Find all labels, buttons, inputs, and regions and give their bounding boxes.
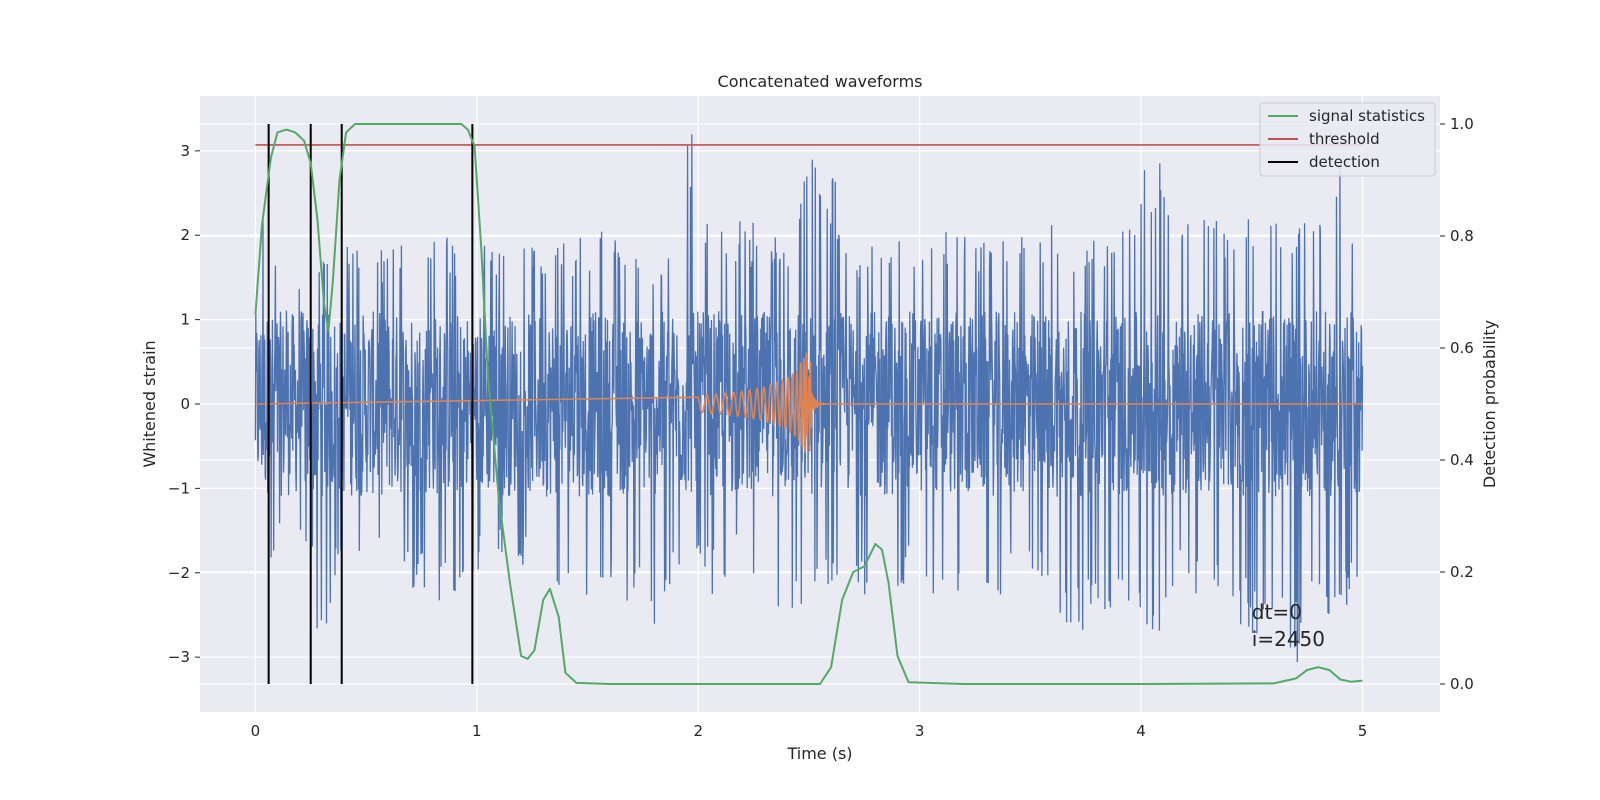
y-right-tick-label: 0.0 bbox=[1450, 675, 1474, 693]
legend-box bbox=[1259, 102, 1436, 177]
annotation-index: i=2450 bbox=[1252, 627, 1325, 651]
y-left-tick-label: −1 bbox=[168, 479, 190, 497]
y-left-tick-label: −2 bbox=[168, 564, 190, 582]
y-left-tick-label: −3 bbox=[168, 648, 190, 666]
x-tick-label: 5 bbox=[1358, 722, 1368, 740]
chart-title: Concatenated waveforms bbox=[718, 72, 923, 91]
y-right-tick-label: 0.6 bbox=[1450, 339, 1474, 357]
x-axis-label: Time (s) bbox=[786, 744, 852, 763]
legend: signal statistics threshold detection bbox=[1259, 102, 1436, 177]
y-left-tick-label: 1 bbox=[180, 311, 190, 329]
legend-label-signal-statistics: signal statistics bbox=[1309, 107, 1425, 125]
x-tick-label: 4 bbox=[1136, 722, 1146, 740]
x-tick-label: 1 bbox=[472, 722, 482, 740]
y-right-tick-label: 0.2 bbox=[1450, 563, 1474, 581]
series-injected-waveform bbox=[255, 352, 1363, 454]
x-tick-label: 0 bbox=[251, 722, 261, 740]
y-axis-left-label: Whitened strain bbox=[140, 340, 159, 467]
y-right-tick-label: 0.8 bbox=[1450, 227, 1474, 245]
y-right-tick-label: 0.4 bbox=[1450, 451, 1474, 469]
y-right-tick-label: 1.0 bbox=[1450, 115, 1474, 133]
y-left-tick-label: 3 bbox=[180, 142, 190, 160]
series-signal-statistics bbox=[254, 123, 1363, 685]
tick-labels: 0 1 2 3 4 5 −3 −2 −1 0 1 2 3 0.0 0.2 0.4 0.6 0.8 1.0 bbox=[168, 115, 1474, 740]
legend-label-detection: detection bbox=[1309, 153, 1380, 171]
y-left-tick-label: 0 bbox=[180, 395, 190, 413]
x-tick-label: 3 bbox=[915, 722, 925, 740]
y-left-tick-label: 2 bbox=[180, 226, 190, 244]
annotation-dt: dt=0 bbox=[1252, 600, 1302, 624]
y-axis-right-label: Detection probability bbox=[1480, 320, 1499, 488]
series-layer bbox=[254, 123, 1364, 685]
legend-label-threshold: threshold bbox=[1309, 130, 1380, 148]
x-tick-label: 2 bbox=[693, 722, 703, 740]
